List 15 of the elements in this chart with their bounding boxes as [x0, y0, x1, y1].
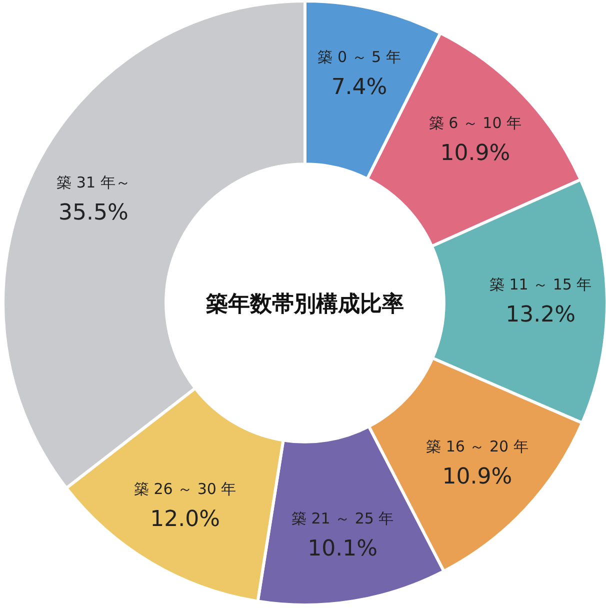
data-label: 12.0%	[150, 506, 220, 532]
slice-label: 築 26 ～ 30 年	[134, 480, 236, 498]
data-label: 35.5%	[58, 200, 128, 226]
slice-label: 築 0 ～ 5 年	[318, 48, 401, 66]
slice-label: 築 6 ～ 10 年	[428, 114, 522, 132]
data-label: 10.9%	[442, 464, 512, 490]
slice-label: 築 11 ～ 15 年	[489, 276, 592, 294]
text: 築年数帯別構成比率	[205, 291, 404, 317]
data-label: 13.2%	[506, 302, 576, 328]
slice-label: 築 31 年～	[56, 173, 130, 192]
slice-label: 築 16 ～ 20 年	[426, 438, 528, 456]
slice-label: 築 21 ～ 25 年	[291, 510, 394, 528]
data-label: 7.4%	[331, 74, 388, 100]
data-label: 10.9%	[440, 141, 510, 166]
data-label: 10.1%	[308, 536, 378, 562]
